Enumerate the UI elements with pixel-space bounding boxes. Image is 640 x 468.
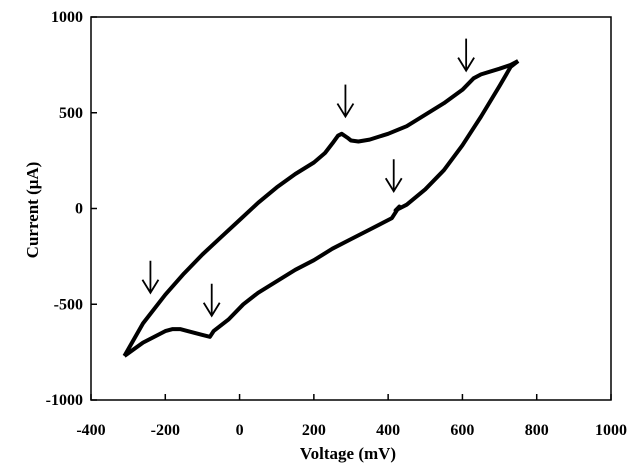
y-tick-label: 500 bbox=[59, 105, 83, 122]
x-axis-title: Voltage (mV) bbox=[300, 444, 396, 463]
annotation-layer bbox=[141, 38, 475, 318]
annotation-arrow bbox=[202, 283, 221, 318]
series-layer bbox=[122, 59, 520, 358]
y-tick-label: 0 bbox=[75, 201, 83, 218]
x-tick-label: -200 bbox=[151, 422, 180, 439]
x-tick-label: 200 bbox=[302, 422, 326, 439]
annotation-arrow bbox=[141, 260, 160, 295]
x-tick-label: 400 bbox=[376, 422, 400, 439]
plot-area bbox=[90, 16, 612, 401]
x-tick-label: 600 bbox=[450, 422, 474, 439]
y-axis-title: Current (μA) bbox=[23, 162, 42, 259]
x-tick-label: -400 bbox=[76, 422, 105, 439]
x-tick-label: 0 bbox=[236, 422, 244, 439]
series-line-2 bbox=[123, 59, 520, 358]
y-tick-label: -1000 bbox=[46, 392, 83, 409]
y-tick-label: 1000 bbox=[51, 9, 83, 26]
x-tick-label: 800 bbox=[525, 422, 549, 439]
y-tick-label: -500 bbox=[54, 296, 83, 313]
annotation-arrow bbox=[457, 38, 475, 73]
series-line-1 bbox=[122, 59, 520, 357]
annotation-arrow bbox=[384, 159, 403, 193]
plot-border bbox=[90, 16, 612, 401]
x-axis: -400 -200 0 200 400 600 800 1000 bbox=[76, 394, 627, 439]
annotation-arrow bbox=[336, 84, 355, 119]
x-tick-label: 1000 bbox=[595, 422, 627, 439]
y-axis: -1000 -500 0 500 1000 bbox=[46, 9, 97, 409]
